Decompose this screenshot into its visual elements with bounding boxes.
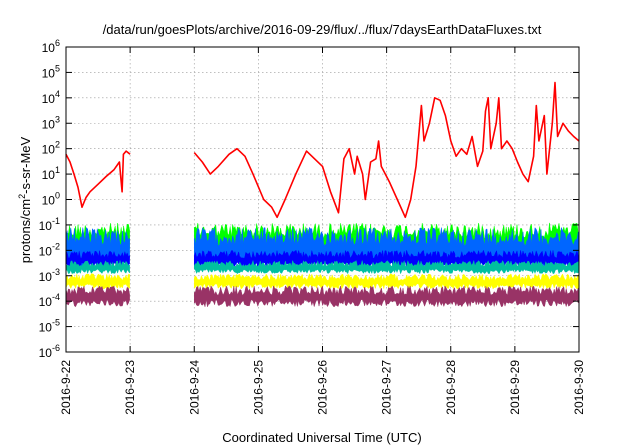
series-band (65, 260, 130, 275)
y-axis-title-prefix: protons/cm (18, 199, 33, 263)
y-tick-label: 10-3 (39, 267, 60, 284)
y-tick-label: 101 (42, 165, 60, 182)
y-tick-label: 10-6 (39, 343, 60, 360)
y-tick-label: 103 (42, 114, 60, 131)
x-tick-label: 2016-9-30 (572, 360, 586, 415)
x-axis-title: Coordinated Universal Time (UTC) (222, 430, 421, 445)
x-tick-label: 2016-9-26 (316, 360, 330, 415)
series-band (65, 273, 130, 290)
y-tick-label: 10-4 (39, 292, 60, 309)
series-bands (65, 222, 579, 308)
series-band (65, 285, 130, 308)
series-line (193, 81, 580, 219)
x-tick-label: 2016-9-23 (123, 360, 137, 415)
y-tick-label: 10-5 (39, 318, 60, 335)
y-axis-title-suffix: -s-sr-MeV (18, 136, 33, 193)
x-tick-label: 2016-9-22 (59, 360, 73, 415)
y-axis-title: protons/cm2-s-sr-MeV (17, 136, 33, 263)
series-band (194, 285, 579, 308)
y-tick-label: 104 (42, 89, 60, 106)
x-tick-label: 2016-9-29 (508, 360, 522, 415)
y-tick-label: 105 (42, 63, 60, 80)
x-tick-label: 2016-9-27 (380, 360, 394, 415)
axis-ticks: 10-6 10-5 10-4 10-3 10-2 10-1 100 101 102 103 104 1… (39, 38, 586, 415)
series-lines (65, 81, 580, 219)
y-tick-label: 10-1 (39, 216, 60, 233)
series-band (194, 259, 579, 275)
x-tick-label: 2016-9-28 (444, 360, 458, 415)
x-tick-label: 2016-9-25 (251, 360, 265, 415)
series-line (65, 150, 131, 208)
y-tick-label: 10-2 (39, 241, 60, 258)
x-tick-label: 2016-9-24 (187, 360, 201, 415)
y-tick-label: 106 (42, 38, 60, 55)
chart-title: /data/run/goesPlots/archive/2016-09-29/f… (103, 22, 542, 37)
y-tick-label: 102 (42, 140, 60, 157)
y-axis-title-sup: 2 (17, 194, 27, 199)
y-tick-label: 100 (42, 191, 60, 208)
